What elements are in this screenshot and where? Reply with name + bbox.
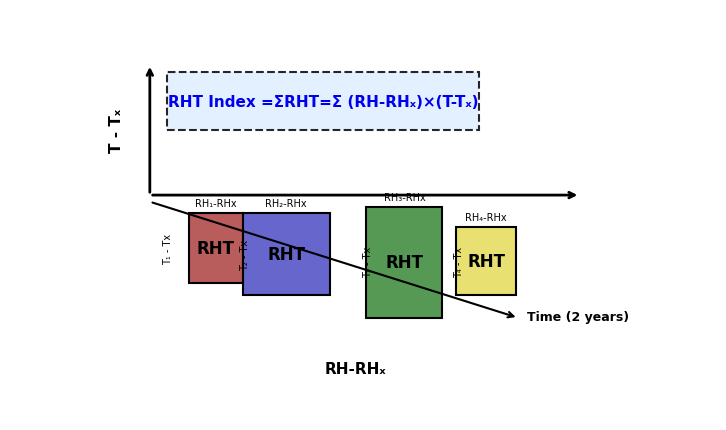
Text: T - Tₓ: T - Tₓ (109, 109, 123, 153)
Text: T₃ - Tx: T₃ - Tx (363, 246, 373, 277)
Bar (367, 207, 442, 318)
Bar (242, 214, 330, 295)
Text: RHT: RHT (467, 252, 505, 270)
Text: RHT Index =ΣRHT=Σ (RH-RHₓ)×(T-Tₓ): RHT Index =ΣRHT=Σ (RH-RHₓ)×(T-Tₓ) (168, 95, 478, 110)
Text: T₂ - Tx: T₂ - Tx (240, 240, 250, 271)
Bar (167, 73, 479, 131)
Bar (189, 214, 242, 283)
Text: RH₂-RHx: RH₂-RHx (266, 199, 307, 209)
Text: RHT: RHT (267, 246, 305, 264)
Text: T₄ - Tx: T₄ - Tx (454, 246, 464, 277)
Text: T₁ - Tx: T₁ - Tx (163, 233, 174, 264)
Text: RH-RHₓ: RH-RHₓ (325, 361, 386, 376)
Text: Time (2 years): Time (2 years) (527, 310, 629, 323)
Text: RHT: RHT (197, 240, 235, 258)
Text: RH₄-RHx: RH₄-RHx (465, 212, 507, 222)
Text: RH₁-RHx: RH₁-RHx (195, 199, 237, 209)
Bar (457, 227, 515, 295)
Text: RH₃-RHx: RH₃-RHx (383, 192, 425, 202)
Text: RHT: RHT (386, 254, 423, 272)
